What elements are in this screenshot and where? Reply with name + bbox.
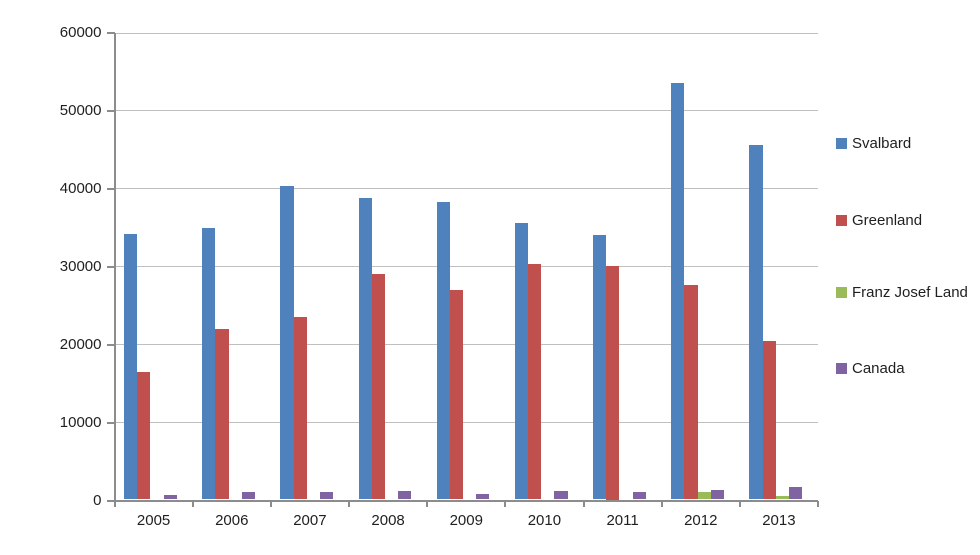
bar-greenland-2007: [293, 317, 307, 500]
bar-greenland-2012: [684, 285, 698, 500]
bar-canada-2013: [788, 487, 803, 500]
legend-label: Svalbard: [852, 135, 912, 152]
x-axis-tick: [191, 500, 194, 507]
x-tick-label-2009: 2009: [449, 511, 483, 529]
gridline-50000: [114, 110, 818, 112]
x-axis-tick: [817, 500, 819, 507]
x-axis-tick: [113, 500, 116, 507]
x-tick-label-2007: 2007: [293, 511, 327, 529]
bar-greenland-2006: [215, 328, 229, 500]
x-axis-tick: [269, 500, 272, 507]
x-axis-tick: [738, 500, 741, 507]
bar-franz-josef-land-2013: [775, 495, 789, 500]
y-axis-tick: [106, 265, 115, 268]
y-axis-line: [113, 33, 116, 502]
bar-canada-2008: [398, 490, 412, 500]
gridline-20000: [114, 344, 818, 346]
y-axis-tick: [106, 499, 115, 502]
bar-greenland-2008: [371, 274, 385, 500]
x-tick-label-2011: 2011: [606, 511, 639, 529]
y-tick-label: 20000: [59, 335, 102, 353]
legend-swatch-greenland: [836, 214, 847, 226]
y-axis-tick: [106, 187, 115, 190]
x-tick-label-2008: 2008: [371, 511, 405, 529]
bar-canada-2007: [319, 491, 334, 500]
y-axis-tick: [106, 421, 115, 424]
bar-svalbard-2009: [436, 201, 450, 500]
legend-label: Canada: [852, 360, 905, 377]
bar-canada-2010: [554, 490, 568, 500]
bar-canada-2011: [632, 491, 646, 500]
legend-swatch-franz-josef-land: [836, 287, 847, 298]
bar-canada-2012: [710, 490, 724, 500]
bar-canada-2009: [476, 494, 490, 500]
y-tick-label: 40000: [59, 179, 102, 197]
x-tick-label-2013: 2013: [762, 511, 796, 529]
x-axis-tick: [660, 500, 663, 507]
legend-label: Greenland: [852, 211, 923, 229]
bar-greenland-2009: [449, 289, 464, 500]
legend-swatch-svalbard: [836, 138, 847, 149]
bar-svalbard-2010: [514, 222, 529, 500]
bar-canada-2005: [163, 494, 177, 500]
bar-svalbard-2006: [202, 228, 216, 500]
bar-svalbard-2013: [749, 144, 763, 500]
legend-item-svalbard: Svalbard: [836, 135, 911, 152]
bar-svalbard-2012: [671, 83, 685, 500]
bar-svalbard-2005: [124, 233, 138, 500]
y-axis-tick: [106, 343, 115, 346]
legend-swatch-canada: [836, 363, 847, 374]
gridline-40000: [114, 188, 818, 190]
gridline-60000: [114, 32, 818, 34]
bar-franz-josef-land-2012: [697, 492, 711, 500]
bar-greenland-2011: [606, 265, 620, 500]
x-axis-tick: [582, 500, 585, 507]
x-tick-label-2006: 2006: [215, 511, 249, 529]
bar-svalbard-2011: [593, 235, 607, 500]
y-tick-label: 0: [93, 491, 102, 509]
x-tick-label-2010: 2010: [527, 511, 562, 529]
legend-label: Franz Josef Land: [852, 284, 968, 301]
y-axis-tick: [106, 109, 115, 112]
legend-item-greenland: Greenland: [836, 212, 922, 229]
gridline-10000: [114, 422, 818, 424]
y-tick-label: 30000: [59, 257, 102, 275]
x-axis-tick: [426, 500, 429, 507]
y-tick-label: 10000: [59, 413, 102, 431]
bar-canada-2006: [241, 491, 255, 500]
x-tick-label-2012: 2012: [684, 511, 718, 529]
gridline-30000: [114, 266, 818, 268]
x-axis-tick: [348, 500, 350, 507]
bar-greenland-2013: [762, 341, 776, 500]
bar-greenland-2005: [137, 372, 151, 500]
y-tick-label: 60000: [59, 24, 102, 41]
x-tick-label-2005: 2005: [136, 511, 171, 529]
legend-item-franz-josef-land: Franz Josef Land: [836, 284, 968, 301]
bar-svalbard-2007: [280, 186, 294, 500]
y-tick-label: 50000: [59, 101, 102, 119]
bar-greenland-2010: [528, 264, 542, 500]
bar-svalbard-2008: [358, 197, 372, 500]
x-axis-line: [113, 499, 818, 502]
x-axis-tick: [504, 500, 507, 507]
y-axis-tick: [106, 32, 115, 34]
legend-item-canada: Canada: [836, 360, 905, 377]
